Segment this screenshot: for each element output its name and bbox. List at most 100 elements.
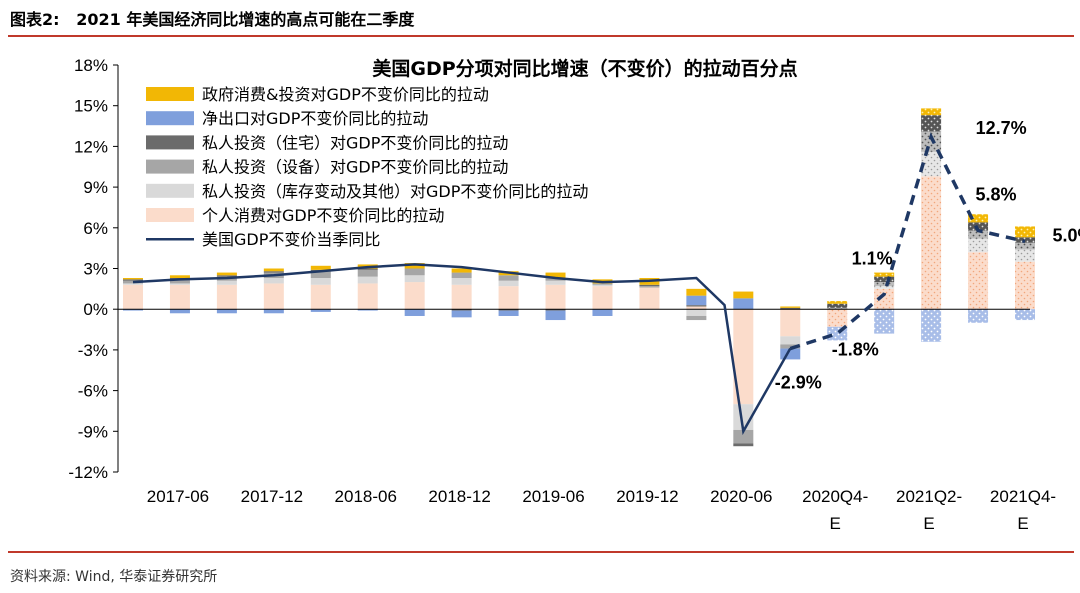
bar-inventory-2020-Q3 bbox=[780, 336, 801, 345]
annotation-label: 5.0% bbox=[1052, 225, 1080, 245]
annotation-label: 5.8% bbox=[976, 185, 1017, 205]
top-rule bbox=[8, 35, 1074, 37]
bar-netexports-2017-Q4 bbox=[263, 309, 284, 314]
y-tick-label: 3% bbox=[83, 260, 108, 279]
y-tick-label: 6% bbox=[83, 219, 108, 238]
bar-gov-2018-Q3 bbox=[404, 263, 425, 269]
legend-swatch-inventory bbox=[146, 183, 194, 198]
bar-res-2021Q2-E bbox=[921, 115, 942, 132]
bottom-rule bbox=[8, 551, 1074, 553]
x-tick-label: 2018-12 bbox=[428, 487, 490, 506]
bar-res-2020-Q1 bbox=[686, 305, 707, 307]
bar-netexports-2017-Q2 bbox=[169, 309, 190, 314]
bar-gov-2020Q4-E bbox=[827, 301, 848, 304]
y-axis: 18% 15% 12% 9% 6% 3% 0% -3% -6% -9% -12% bbox=[68, 56, 119, 482]
bar-netexports-2020-Q2 bbox=[733, 298, 754, 310]
bar-netexports-2018-Q2 bbox=[357, 309, 378, 311]
bar-gov-2017-Q1 bbox=[123, 277, 143, 280]
bar-res-2020-Q3 bbox=[780, 307, 801, 310]
bar-res-2019-Q1 bbox=[498, 309, 519, 311]
bar-gov-2020-Q2 bbox=[733, 291, 754, 299]
bar-gov-2020-Q3 bbox=[780, 306, 801, 308]
y-tick-label: 0% bbox=[83, 300, 108, 319]
bar-res-2021Q1-E bbox=[874, 276, 895, 283]
bar-netexports-2017-Q3 bbox=[216, 309, 237, 314]
bar-netexports-2018-Q1 bbox=[310, 309, 331, 312]
figure-title-text: 2021 年美国经济同比增速的高点可能在二季度 bbox=[76, 10, 415, 29]
bar-inventory-2018-Q2 bbox=[357, 276, 378, 284]
y-tick-label: 18% bbox=[74, 56, 108, 75]
bar-netexports-2017-Q1 bbox=[123, 309, 143, 311]
bar-gov-2021Q1-E bbox=[874, 272, 895, 277]
legend-label-consumption: 个人消费对GDP不变价同比的拉动 bbox=[202, 206, 444, 225]
bar-consumption-2018-Q2 bbox=[357, 283, 378, 310]
legend-label-line: 美国GDP不变价当季同比 bbox=[202, 230, 380, 249]
gdp-line-actual bbox=[132, 263, 792, 436]
bar-inventory-2019-Q2 bbox=[545, 280, 566, 285]
bar-gov-2018-Q1 bbox=[310, 265, 331, 270]
annotation-label: 12.7% bbox=[976, 118, 1027, 138]
bar-consumption-2020-Q1 bbox=[686, 306, 707, 310]
source-note: 资料来源: Wind, 华泰证券研究所 bbox=[10, 569, 218, 585]
bar-consumption-2018-Q1 bbox=[310, 284, 331, 310]
legend-label-equip: 私人投资（设备）对GDP不变价同比的拉动 bbox=[202, 158, 508, 177]
bar-gov-2021Q4-E bbox=[1015, 226, 1035, 238]
bar-netexports-2021Q1-E bbox=[874, 309, 895, 334]
bar-res-2021Q3-E bbox=[968, 222, 989, 231]
bar-consumption-2017-Q1 bbox=[123, 284, 143, 310]
gdp-line-series bbox=[132, 132, 1026, 436]
bar-equip-2020-Q1 bbox=[686, 315, 707, 321]
x-tick-label: 2020-06 bbox=[710, 487, 772, 506]
bar-consumption-2019-Q4 bbox=[639, 287, 660, 310]
bar-consumption-2020-Q3 bbox=[780, 309, 801, 337]
bar-inventory-2018-Q1 bbox=[310, 277, 331, 285]
bar-inventory-2017-Q1 bbox=[123, 283, 143, 285]
legend-swatch-res bbox=[146, 135, 194, 150]
gdp-line-forecast bbox=[789, 132, 1026, 351]
bar-inventory-2021Q3-E bbox=[968, 238, 989, 253]
legend-swatch-equip bbox=[146, 159, 194, 174]
x-tick-label: 2019-06 bbox=[522, 487, 584, 506]
bar-consumption-2021Q1-E bbox=[874, 288, 895, 310]
bar-inventory-2019-Q3 bbox=[592, 284, 613, 287]
bar-equip-2019-Q3 bbox=[592, 283, 613, 285]
bar-equip-2018-Q2 bbox=[357, 269, 378, 277]
legend-label-res: 私人投资（住宅）对GDP不变价同比的拉动 bbox=[202, 133, 508, 152]
bar-res-2018-Q2 bbox=[357, 268, 378, 270]
annotation-label: -1.8% bbox=[832, 340, 879, 360]
figure-title: 图表2: 2021 年美国经济同比增速的高点可能在二季度 bbox=[10, 6, 414, 30]
legend: 政府消费&投资对GDP不变价同比的拉动净出口对GDP不变价同比的拉动私人投资（住… bbox=[146, 85, 588, 249]
bar-netexports-2021Q3-E bbox=[968, 309, 989, 323]
bar-inventory-2018-Q3 bbox=[404, 275, 425, 283]
bar-consumption-2019-Q1 bbox=[498, 286, 519, 310]
bar-equip-2020-Q2 bbox=[733, 429, 754, 444]
bar-netexports-2021Q2-E bbox=[921, 309, 942, 342]
legend-swatch-consumption bbox=[146, 208, 194, 222]
y-tick-label: -9% bbox=[78, 422, 108, 441]
bar-netexports-2020-Q1 bbox=[686, 295, 707, 306]
legend-label-netexports: 净出口对GDP不变价同比的拉动 bbox=[202, 109, 428, 128]
x-tick-label: 2019-12 bbox=[616, 487, 678, 506]
bar-gov-2017-Q3 bbox=[216, 272, 237, 276]
bar-gov-2017-Q4 bbox=[263, 268, 284, 272]
bar-equip-2020Q4-E bbox=[827, 307, 848, 310]
bar-res-2017-Q3 bbox=[216, 275, 237, 277]
bar-equip-2019-Q4 bbox=[639, 286, 660, 288]
bar-inventory-2017-Q2 bbox=[169, 283, 190, 285]
bar-gov-2017-Q2 bbox=[169, 275, 190, 278]
bar-res-2017-Q4 bbox=[263, 271, 284, 273]
bar-res-2018-Q4 bbox=[451, 309, 472, 311]
bar-gov-2020-Q1 bbox=[686, 288, 707, 296]
x-tick-label: 2018-06 bbox=[335, 487, 397, 506]
bar-consumption-2018-Q4 bbox=[451, 284, 472, 310]
bar-equip-2018-Q1 bbox=[310, 271, 331, 278]
x-tick-label: 2017-06 bbox=[147, 487, 209, 506]
bar-equip-2021Q3-E bbox=[968, 230, 989, 239]
bar-netexports-2019-Q2 bbox=[545, 310, 566, 321]
bar-inventory-2020-Q1 bbox=[686, 309, 707, 316]
bar-res-2017-Q1 bbox=[123, 279, 143, 281]
x-tick-label: 2020Q4-E bbox=[802, 487, 868, 533]
x-tick-label: 2021Q4-E bbox=[990, 487, 1056, 533]
chart-title: 美国GDP分项对同比增速（不变价）的拉动百分点 bbox=[372, 57, 797, 80]
